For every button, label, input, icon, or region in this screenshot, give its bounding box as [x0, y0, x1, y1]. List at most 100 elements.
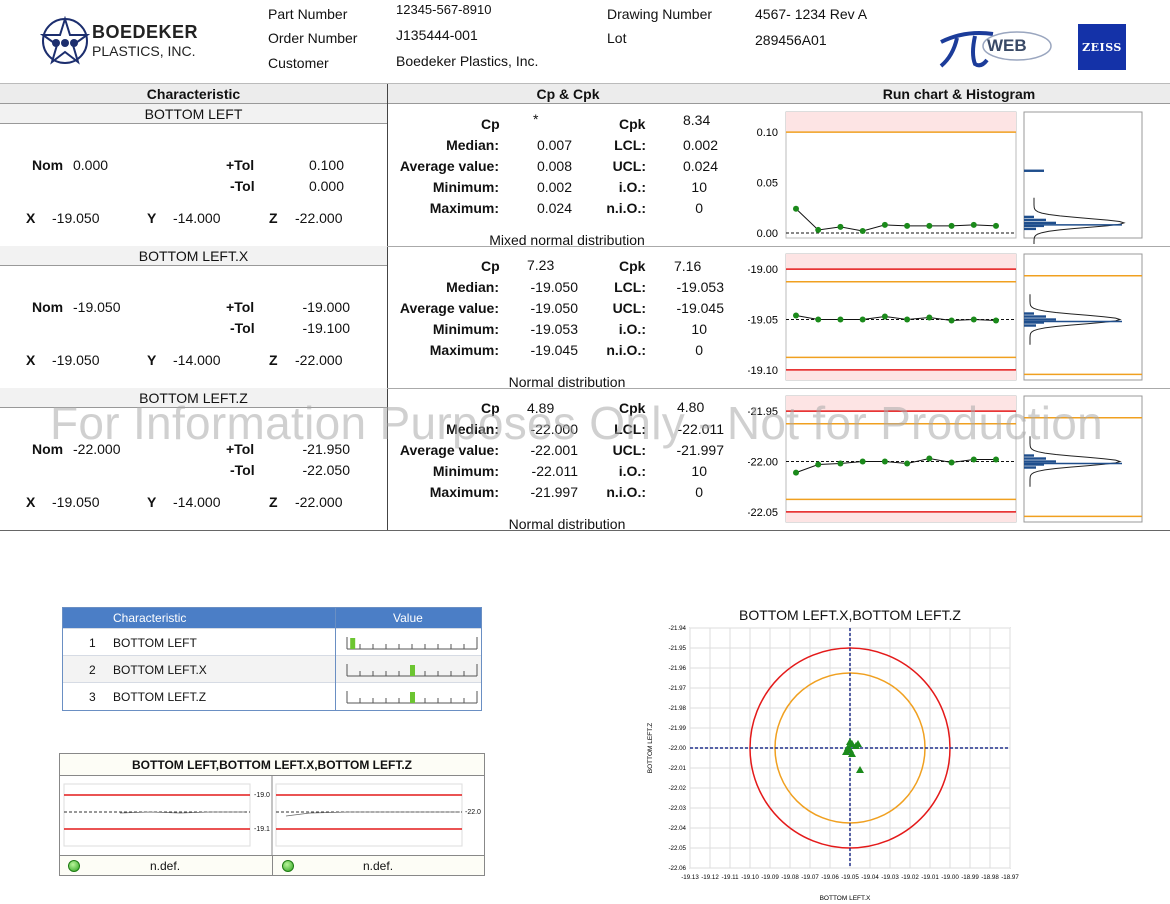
lot-value: 289456A01 [755, 32, 827, 48]
y-label: Y [147, 494, 157, 510]
plus-tol-label: +Tol [226, 157, 255, 173]
histogram-bar [1024, 221, 1056, 225]
minus-tol-value: -19.100 [302, 320, 350, 336]
scatter-title: BOTTOM LEFT.X,BOTTOM LEFT.Z [739, 607, 961, 623]
characteristic-value-table: Characteristic Value 1 BOTTOM LEFT 2 BOT… [62, 607, 482, 711]
zeiss-logo: ZEISS [1078, 24, 1126, 70]
x-label: X [26, 352, 36, 368]
multi-tick: -19.0 [254, 792, 270, 799]
footer-divider [272, 856, 273, 876]
out-of-tolerance-zone [786, 511, 1016, 522]
characteristic-title: BOTTOM LEFT.X [0, 246, 387, 266]
row-index: 3 [89, 690, 96, 704]
plus-tol-value: -19.000 [302, 299, 350, 315]
axis-tick-label: 0.10 [757, 127, 778, 139]
characteristic-title: BOTTOM LEFT.Z [0, 388, 387, 408]
x-tick-label: -19.02 [901, 874, 919, 881]
scatter-point [848, 740, 856, 747]
nio-value: 0 [695, 484, 703, 500]
x-tick-label: -19.12 [701, 874, 719, 881]
multi-tick: -22.0 [465, 809, 481, 816]
scatter-point [856, 766, 864, 773]
maximum-value: -19.045 [530, 342, 578, 358]
gauge-marker [350, 638, 356, 649]
axis-tick-label: -19.05 [748, 315, 778, 327]
x-tick-label: -19.09 [761, 874, 779, 881]
out-of-tolerance-zone [786, 254, 1016, 270]
run-point [837, 460, 844, 467]
multi-chart-plots [63, 776, 463, 855]
company-name-line2: PLASTICS, INC. [92, 43, 196, 59]
table-row[interactable]: 1 BOTTOM LEFT [63, 628, 481, 655]
histogram-bar [1024, 215, 1034, 219]
axis-tick-label: 0.05 [757, 178, 778, 190]
median-value: -22.000 [530, 421, 578, 437]
table-row[interactable]: 3 BOTTOM LEFT.Z [63, 682, 481, 709]
customer-value: Boedeker Plastics, Inc. [396, 53, 539, 69]
x-tick-label: -18.97 [1001, 874, 1019, 881]
run-chart-bottom-left-x: -19.00 -19.05 -19.10 [748, 253, 1143, 381]
cp-value: * [533, 111, 539, 127]
run-point [993, 456, 999, 463]
histogram-area [1023, 111, 1143, 239]
cpk-label: Cpk [619, 400, 646, 416]
distribution-curve [1029, 436, 1122, 487]
characteristic-title: BOTTOM LEFT [0, 104, 387, 124]
histogram-bar [1024, 457, 1046, 460]
table-row[interactable]: 2 BOTTOM LEFT.X [63, 655, 481, 682]
z-label: Z [269, 494, 278, 510]
cpk-value: 8.34 [683, 112, 711, 128]
company-logo: BOEDEKER PLASTICS, INC. [40, 16, 200, 66]
z-value: -22.000 [295, 210, 343, 226]
divider-vertical [387, 84, 388, 531]
nom-label: Nom [32, 299, 64, 315]
axis-tick-label: -19.10 [748, 365, 778, 377]
minus-tol-value: 0.000 [308, 178, 344, 194]
drawing-number-label: Drawing Number [607, 6, 713, 22]
divider-bottom [0, 530, 1170, 531]
io-value: 10 [691, 463, 707, 479]
part-number-label: Part Number [268, 6, 348, 22]
y-tick-label: -21.99 [668, 725, 686, 732]
multi-chart-title: BOTTOM LEFT,BOTTOM LEFT.X,BOTTOM LEFT.Z [60, 754, 484, 776]
x-tick-label: -19.08 [781, 874, 799, 881]
y-value: -14.000 [173, 210, 221, 226]
histogram-bar [1024, 324, 1036, 327]
distribution-curve [1029, 294, 1122, 345]
run-point [926, 455, 933, 462]
scatter-point [854, 740, 862, 747]
run-point [926, 314, 933, 321]
histogram-bar [1024, 227, 1036, 231]
out-of-tolerance-zone [786, 396, 1016, 412]
run-line [795, 314, 997, 322]
x-label: X [26, 210, 36, 226]
cp-value: 7.23 [527, 257, 555, 273]
lot-label: Lot [607, 30, 627, 46]
maximum-value: -21.997 [530, 484, 578, 500]
median-value: 0.007 [536, 137, 572, 153]
lcl-label: LCL: [614, 137, 646, 153]
x-tick-label: -19.05 [841, 874, 859, 881]
io-value: 10 [691, 179, 707, 195]
x-tick-label: -18.98 [981, 874, 999, 881]
histogram-bar [1024, 218, 1046, 222]
y-tick-label: -22.03 [668, 805, 686, 812]
plus-tol-label: +Tol [226, 299, 255, 315]
drawing-number-value: 4567- 1234 Rev A [755, 6, 868, 22]
x-label: X [26, 494, 36, 510]
average-label: Average value: [399, 442, 499, 458]
x-tick-label: -19.03 [881, 874, 899, 881]
run-chart-bottom-left: 0.10 0.05 0.00 [757, 111, 1143, 244]
table-col-characteristic: Characteristic [113, 611, 187, 625]
multi-tick: -19.1 [254, 826, 270, 833]
median-label: Median: [446, 421, 499, 437]
io-label: i.O.: [618, 321, 646, 337]
x-value: -19.050 [52, 210, 100, 226]
y-value: -14.000 [173, 494, 221, 510]
y-tick-label: -22.02 [668, 785, 686, 792]
cp-label: Cp [481, 258, 500, 274]
scatter-chart: -19.13 -19.12 -19.11 -19.10 -19.09 -19.08 -19.… [647, 625, 1019, 902]
histogram-bar [1024, 312, 1034, 315]
run-point [993, 222, 999, 229]
y-tick-label: -22.06 [668, 865, 686, 872]
